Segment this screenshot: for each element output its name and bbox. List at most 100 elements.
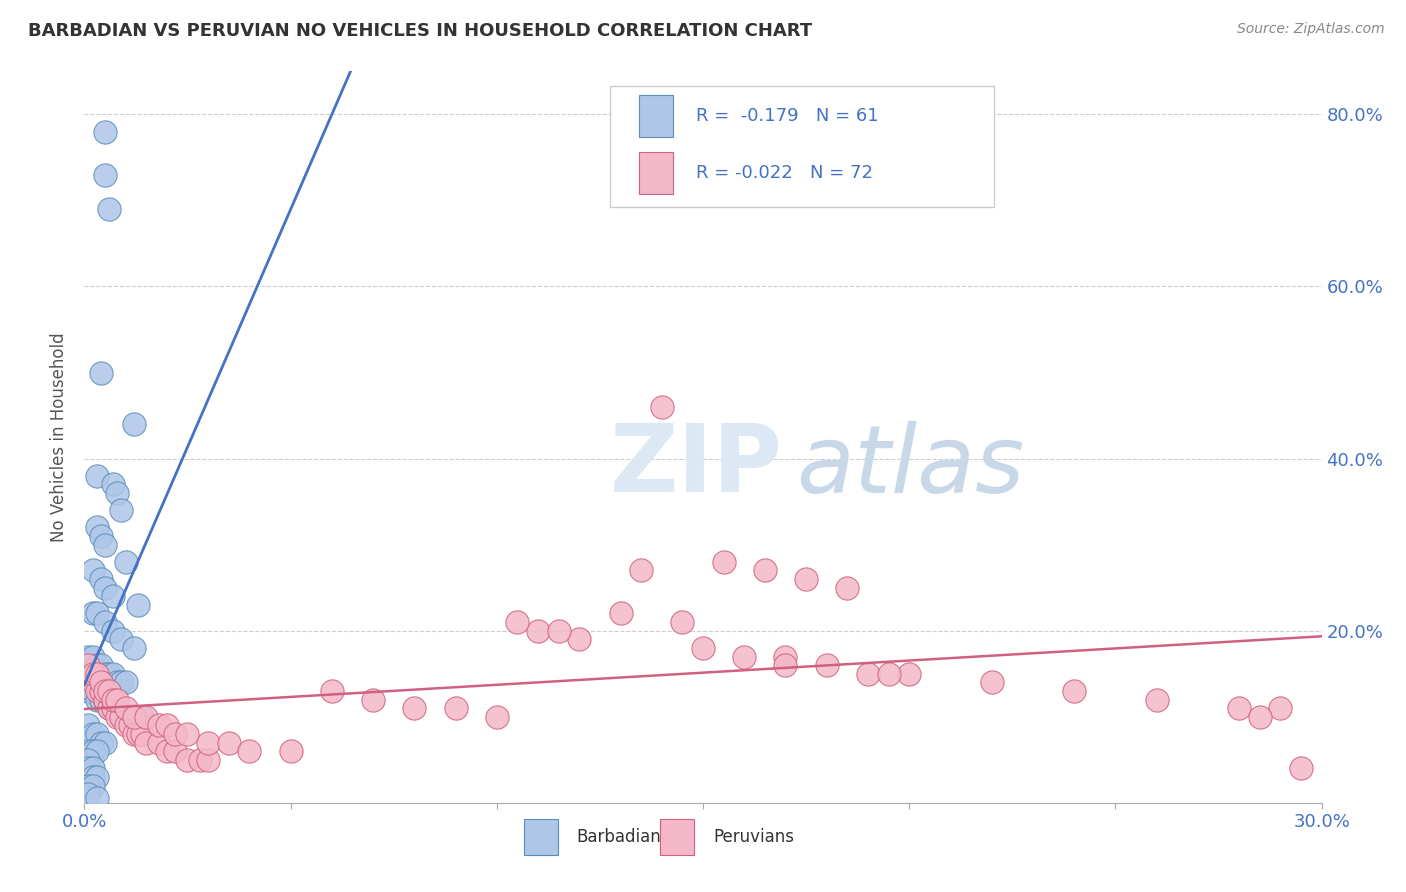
- Point: [568, 632, 591, 647]
- Point: [156, 744, 179, 758]
- Point: [94, 735, 117, 749]
- Point: [404, 701, 426, 715]
- Bar: [638, 95, 673, 137]
- Point: [86, 791, 108, 805]
- Text: BARBADIAN VS PERUVIAN NO VEHICLES IN HOUSEHOLD CORRELATION CHART: BARBADIAN VS PERUVIAN NO VEHICLES IN HOU…: [28, 22, 813, 40]
- Point: [114, 555, 136, 569]
- Point: [856, 666, 879, 681]
- Bar: [638, 152, 673, 194]
- Point: [156, 718, 179, 732]
- Point: [86, 607, 108, 621]
- Point: [127, 727, 149, 741]
- Point: [114, 718, 136, 732]
- Point: [98, 701, 121, 715]
- Point: [630, 564, 652, 578]
- Point: [77, 744, 100, 758]
- Point: [103, 589, 125, 603]
- Bar: [659, 819, 695, 855]
- Point: [103, 477, 125, 491]
- Point: [122, 417, 145, 432]
- Point: [82, 779, 104, 793]
- Point: [103, 666, 125, 681]
- Point: [131, 727, 153, 741]
- Point: [110, 632, 132, 647]
- Point: [280, 744, 302, 758]
- Point: [165, 744, 187, 758]
- Point: [94, 692, 117, 706]
- Y-axis label: No Vehicles in Household: No Vehicles in Household: [51, 332, 69, 542]
- Point: [77, 684, 100, 698]
- Point: [82, 684, 104, 698]
- Point: [131, 710, 153, 724]
- Point: [110, 710, 132, 724]
- Point: [105, 486, 128, 500]
- Point: [82, 675, 104, 690]
- Point: [1063, 684, 1085, 698]
- Point: [94, 684, 117, 698]
- Point: [837, 581, 859, 595]
- Point: [98, 202, 121, 216]
- Point: [898, 666, 921, 681]
- Text: atlas: atlas: [796, 421, 1024, 512]
- Point: [733, 649, 755, 664]
- Point: [90, 529, 112, 543]
- Point: [82, 564, 104, 578]
- Point: [506, 615, 529, 629]
- Point: [609, 607, 631, 621]
- Point: [135, 735, 157, 749]
- Point: [775, 658, 797, 673]
- Point: [90, 572, 112, 586]
- Point: [197, 753, 219, 767]
- Point: [110, 503, 132, 517]
- Point: [122, 710, 145, 724]
- Point: [122, 640, 145, 655]
- Point: [86, 692, 108, 706]
- Point: [82, 744, 104, 758]
- Point: [122, 727, 145, 741]
- Point: [98, 666, 121, 681]
- Point: [361, 692, 384, 706]
- Text: Barbadians: Barbadians: [576, 828, 671, 847]
- Point: [77, 658, 100, 673]
- Point: [82, 770, 104, 784]
- Point: [165, 727, 187, 741]
- Point: [1146, 692, 1168, 706]
- Point: [86, 666, 108, 681]
- Point: [94, 581, 117, 595]
- Point: [90, 675, 112, 690]
- Point: [86, 684, 108, 698]
- Point: [105, 701, 128, 715]
- Point: [77, 649, 100, 664]
- Point: [105, 692, 128, 706]
- Point: [77, 718, 100, 732]
- Point: [86, 658, 108, 673]
- Point: [90, 658, 112, 673]
- Point: [527, 624, 550, 638]
- Point: [135, 710, 157, 724]
- Point: [547, 624, 569, 638]
- Point: [238, 744, 260, 758]
- Point: [485, 710, 508, 724]
- Point: [77, 779, 100, 793]
- Point: [176, 727, 198, 741]
- Point: [444, 701, 467, 715]
- Point: [651, 400, 673, 414]
- Point: [197, 735, 219, 749]
- Point: [176, 753, 198, 767]
- Point: [188, 753, 211, 767]
- Point: [103, 701, 125, 715]
- Point: [94, 692, 117, 706]
- Point: [90, 366, 112, 380]
- Point: [82, 607, 104, 621]
- Point: [754, 564, 776, 578]
- Text: R =  -0.179   N = 61: R = -0.179 N = 61: [696, 107, 879, 125]
- Point: [90, 735, 112, 749]
- Point: [148, 735, 170, 749]
- FancyBboxPatch shape: [610, 86, 994, 207]
- Point: [815, 658, 838, 673]
- Text: ZIP: ZIP: [610, 420, 783, 512]
- Text: Peruvians: Peruvians: [713, 828, 794, 847]
- Point: [98, 684, 121, 698]
- Point: [90, 684, 112, 698]
- Point: [775, 649, 797, 664]
